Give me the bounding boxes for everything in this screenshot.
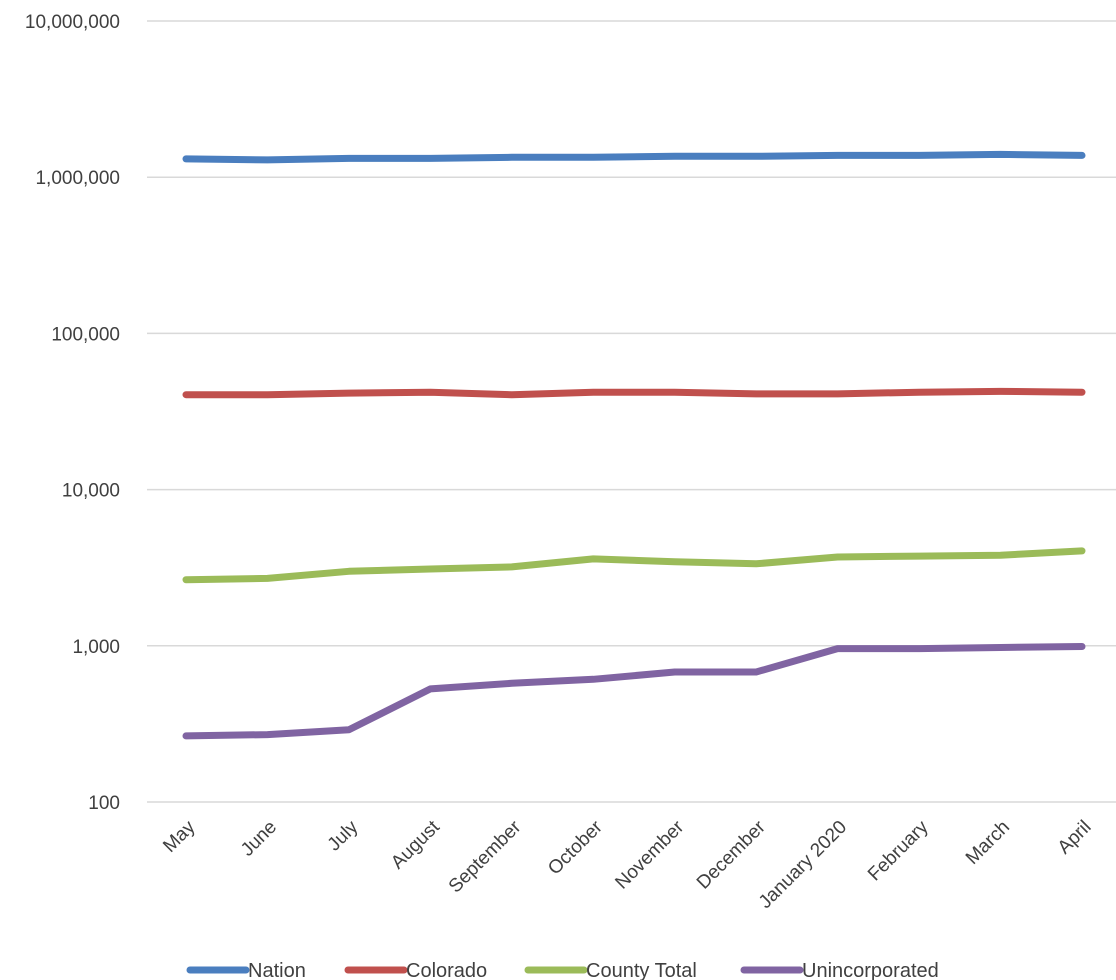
- legend-label: Unincorporated: [802, 960, 939, 980]
- x-axis-tick-labels: May June July August September October Novembe…: [159, 816, 1095, 913]
- y-tick-label: 100: [88, 793, 120, 814]
- gridlines: [147, 20, 1116, 803]
- x-tick-label: March: [962, 817, 1014, 869]
- x-tick-label: October: [544, 816, 607, 879]
- x-tick-label: February: [864, 816, 933, 885]
- y-axis-tick-labels: 10,000,000 1,000,000 100,000 10,000 1,000 100: [25, 12, 120, 814]
- legend-label: Nation: [248, 960, 306, 980]
- series-line-county-total: [182, 547, 1086, 584]
- legend-label: County Total: [586, 960, 697, 980]
- x-tick-label: December: [693, 816, 770, 893]
- x-tick-label: April: [1054, 817, 1096, 859]
- series-line-nation: [182, 150, 1086, 164]
- x-tick-label: September: [445, 816, 526, 897]
- x-tick-label: May: [159, 816, 200, 857]
- x-tick-label: November: [611, 816, 688, 893]
- series-lines: [182, 150, 1086, 740]
- x-tick-label: June: [237, 817, 281, 861]
- series-line-unincorporated: [182, 643, 1086, 740]
- y-tick-label: 1,000: [72, 637, 120, 658]
- y-tick-label: 10,000,000: [25, 12, 120, 33]
- y-tick-label: 10,000: [62, 481, 120, 502]
- x-tick-label: January 2020: [755, 817, 851, 913]
- series-line-colorado: [182, 387, 1086, 399]
- legend: Nation Colorado County Total Unincorporated: [186, 960, 939, 980]
- y-tick-label: 1,000,000: [35, 168, 120, 189]
- legend-label: Colorado: [406, 960, 487, 980]
- x-tick-label: July: [324, 816, 363, 855]
- y-tick-label: 100,000: [51, 324, 120, 345]
- x-tick-label: August: [387, 816, 444, 873]
